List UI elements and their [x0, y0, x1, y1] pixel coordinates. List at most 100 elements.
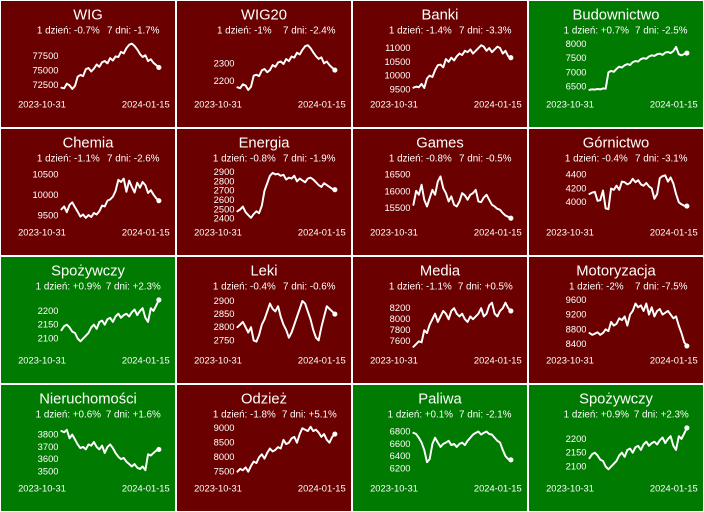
day-change: 1 dzień: -0.4% — [213, 281, 276, 292]
last-point — [508, 215, 514, 221]
x-end-date: 2024-01-15 — [298, 227, 346, 237]
index-tile: WIG 1 dzień: -0.7% 7 dni: -1.7% 77500 75000 7… — [0, 0, 176, 128]
week-change: 7 dni: -2.1% — [459, 409, 512, 420]
chart-title: Spożywczy — [579, 392, 653, 408]
index-tile: WIG20 1 dzień: -1% 7 dni: -2.4% 2300 2200 202… — [176, 0, 352, 128]
day-change: 1 dzień: +0.9% — [36, 281, 102, 292]
y-tick-label: 6500 — [566, 81, 587, 91]
x-start-date: 2023-10-31 — [546, 483, 594, 493]
y-tick-label: 10500 — [384, 57, 410, 67]
x-start-date: 2023-10-31 — [194, 227, 242, 237]
series-line — [236, 425, 336, 473]
day-change: 1 dzień: +0.9% — [564, 409, 630, 420]
y-tick-label: 8500 — [214, 438, 235, 448]
index-tile: Motoryzacja 1 dzień: -2% 7 dni: -7.5% 9600 9… — [528, 256, 704, 384]
index-tile: Budownictwo 1 dzień: +0.7% 7 dni: -2.5% 800… — [528, 0, 704, 128]
last-point — [684, 343, 690, 349]
y-tick-label: 2100 — [38, 333, 59, 343]
index-tile: Banki 1 dzień: -1.4% 7 dni: -3.3% 11000 1050… — [352, 0, 528, 128]
y-tick-label: 72500 — [32, 80, 58, 90]
series-line — [60, 428, 160, 472]
day-change: 1 dzień: +0.1% — [388, 409, 454, 420]
y-tick-label: 8400 — [566, 339, 587, 349]
week-change: 7 dni: +0.5% — [458, 281, 513, 292]
index-tile: Games 1 dzień: -0.8% 7 dni: -0.5% 16500 1600… — [352, 128, 528, 256]
chart-title: WIG — [73, 8, 103, 24]
y-tick-label: 2500 — [214, 204, 235, 214]
y-tick-label: 2300 — [214, 58, 235, 68]
y-tick-label: 2200 — [214, 76, 235, 86]
last-point — [332, 311, 338, 317]
last-point — [332, 431, 338, 437]
index-tile: Nieruchomości 1 dzień: +0.6% 7 dni: +1.6% 3… — [0, 384, 176, 512]
y-tick-label: 2800 — [214, 176, 235, 186]
x-start-date: 2023-10-31 — [18, 99, 66, 109]
index-tile: Spożywczy 1 dzień: +0.9% 7 dni: +2.3% 2200 2… — [528, 384, 704, 512]
chart-title: Energia — [239, 136, 291, 152]
index-tile: Spożywczy 1 dzień: +0.9% 7 dni: +2.3% 2200 2… — [0, 256, 176, 384]
chart-title: Games — [416, 136, 464, 152]
y-tick-label: 3800 — [38, 430, 59, 440]
y-tick-label: 6600 — [390, 439, 411, 449]
series-line — [412, 430, 512, 464]
day-change: 1 dzień: -1.8% — [213, 409, 276, 420]
last-point — [508, 457, 514, 463]
x-end-date: 2024-01-15 — [122, 99, 170, 109]
y-tick-label: 8800 — [566, 324, 587, 334]
series-line — [60, 298, 160, 343]
y-tick-label: 7500 — [566, 53, 587, 63]
index-tile: Leki 1 dzień: -0.4% 7 dni: -0.6% 2900 2850 28… — [176, 256, 352, 384]
week-change: 7 dni: +1.6% — [106, 409, 161, 420]
x-start-date: 2023-10-31 — [546, 355, 594, 365]
y-tick-label: 16500 — [384, 170, 410, 180]
y-tick-label: 11000 — [385, 43, 410, 53]
chart-title: Odzież — [241, 392, 287, 408]
x-start-date: 2023-10-31 — [370, 355, 418, 365]
last-point — [508, 55, 514, 61]
x-start-date: 2023-10-31 — [18, 355, 66, 365]
day-change: 1 dzień: -2% — [569, 281, 624, 292]
week-change: 7 dni: -2.4% — [283, 25, 336, 36]
x-start-date: 2023-10-31 — [546, 227, 594, 237]
index-tile: Odzież 1 dzień: -1.8% 7 dni: +5.1% 9000 8500… — [176, 384, 352, 512]
series-line — [412, 44, 512, 90]
x-end-date: 2024-01-15 — [650, 355, 698, 365]
y-tick-label: 2900 — [214, 296, 235, 306]
chart-title: Spożywczy — [51, 264, 125, 280]
day-change: 1 dzień: -0.8% — [389, 153, 452, 164]
y-tick-label: 2800 — [214, 322, 235, 332]
week-change: 7 dni: -3.3% — [459, 25, 512, 36]
y-tick-label: 2850 — [214, 309, 235, 319]
chart-title: Banki — [422, 8, 459, 24]
y-tick-label: 7800 — [390, 325, 411, 335]
y-tick-label: 9000 — [214, 423, 235, 433]
y-tick-label: 7000 — [566, 67, 587, 77]
series-line — [588, 45, 688, 91]
index-tile: Górnictwo 1 dzień: -0.4% 7 dni: -3.1% 4400 4… — [528, 128, 704, 256]
y-tick-label: 10500 — [32, 170, 58, 180]
y-tick-label: 9500 — [390, 84, 411, 94]
day-change: 1 dzień: -0.7% — [37, 25, 100, 36]
series-line — [60, 177, 160, 219]
y-tick-label: 3600 — [38, 454, 59, 464]
y-tick-label: 2400 — [214, 214, 235, 224]
last-point — [156, 446, 162, 452]
x-start-date: 2023-10-31 — [370, 483, 418, 493]
y-tick-label: 6400 — [390, 451, 411, 461]
week-change: 7 dni: -2.6% — [107, 153, 160, 164]
day-change: 1 dzień: -1% — [217, 25, 272, 36]
y-tick-label: 2700 — [214, 186, 235, 196]
week-change: 7 dni: -1.9% — [283, 153, 336, 164]
index-tile: Chemia 1 dzień: -1.1% 7 dni: -2.6% 10500 100… — [0, 128, 176, 256]
